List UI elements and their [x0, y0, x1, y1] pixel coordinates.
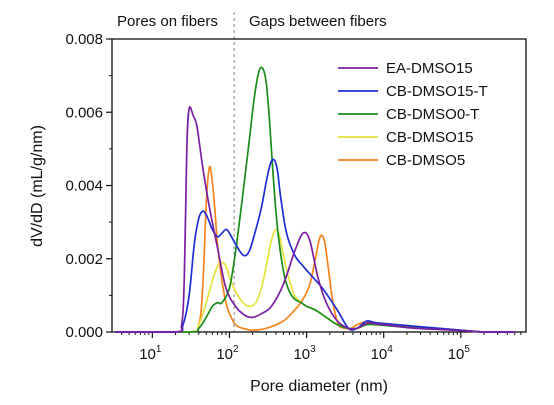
x-tick-label: 103 — [293, 344, 316, 363]
y-axis-ticks: 0.000 0.002 0.004 0.006 0.008 — [65, 31, 112, 341]
legend-label: CB-DMSO5 — [386, 152, 465, 169]
x-tick-label: 101 — [139, 344, 162, 363]
y-tick-label: 0.000 — [65, 324, 103, 341]
series-line-cb-dmso15-t — [115, 158, 515, 333]
x-tick-label: 104 — [371, 344, 394, 363]
y-tick-label: 0.004 — [65, 178, 103, 195]
y-tick-label: 0.006 — [65, 104, 103, 121]
series-line-ea-dmso15 — [115, 106, 515, 333]
x-axis-label: Pore diameter (nm) — [250, 378, 388, 395]
series-layer — [115, 66, 515, 333]
y-tick-label: 0.008 — [65, 31, 103, 48]
series-line-cb-dmso5 — [115, 165, 515, 333]
x-tick-label: 105 — [448, 344, 471, 363]
legend-label: CB-DMSO15-T — [386, 83, 488, 100]
annotation-pores-on-fibers: Pores on fibers — [117, 13, 218, 30]
series-line-cb-dmso0-t — [115, 66, 515, 333]
annotation-gaps-between-fibers: Gaps between fibers — [249, 13, 387, 30]
legend: EA-DMSO15 CB-DMSO15-T CB-DMSO0-T CB-DMSO15 C… — [338, 60, 488, 169]
legend-label: EA-DMSO15 — [386, 60, 473, 77]
y-axis-label: dV/dD (mL/g/nm) — [29, 125, 46, 247]
legend-label: CB-DMSO0-T — [386, 106, 479, 123]
x-tick-label: 102 — [216, 344, 239, 363]
legend-label: CB-DMSO15 — [386, 129, 474, 146]
y-tick-label: 0.002 — [65, 251, 103, 268]
x-axis-ticks: 101 102 103 104 105 — [121, 332, 522, 363]
